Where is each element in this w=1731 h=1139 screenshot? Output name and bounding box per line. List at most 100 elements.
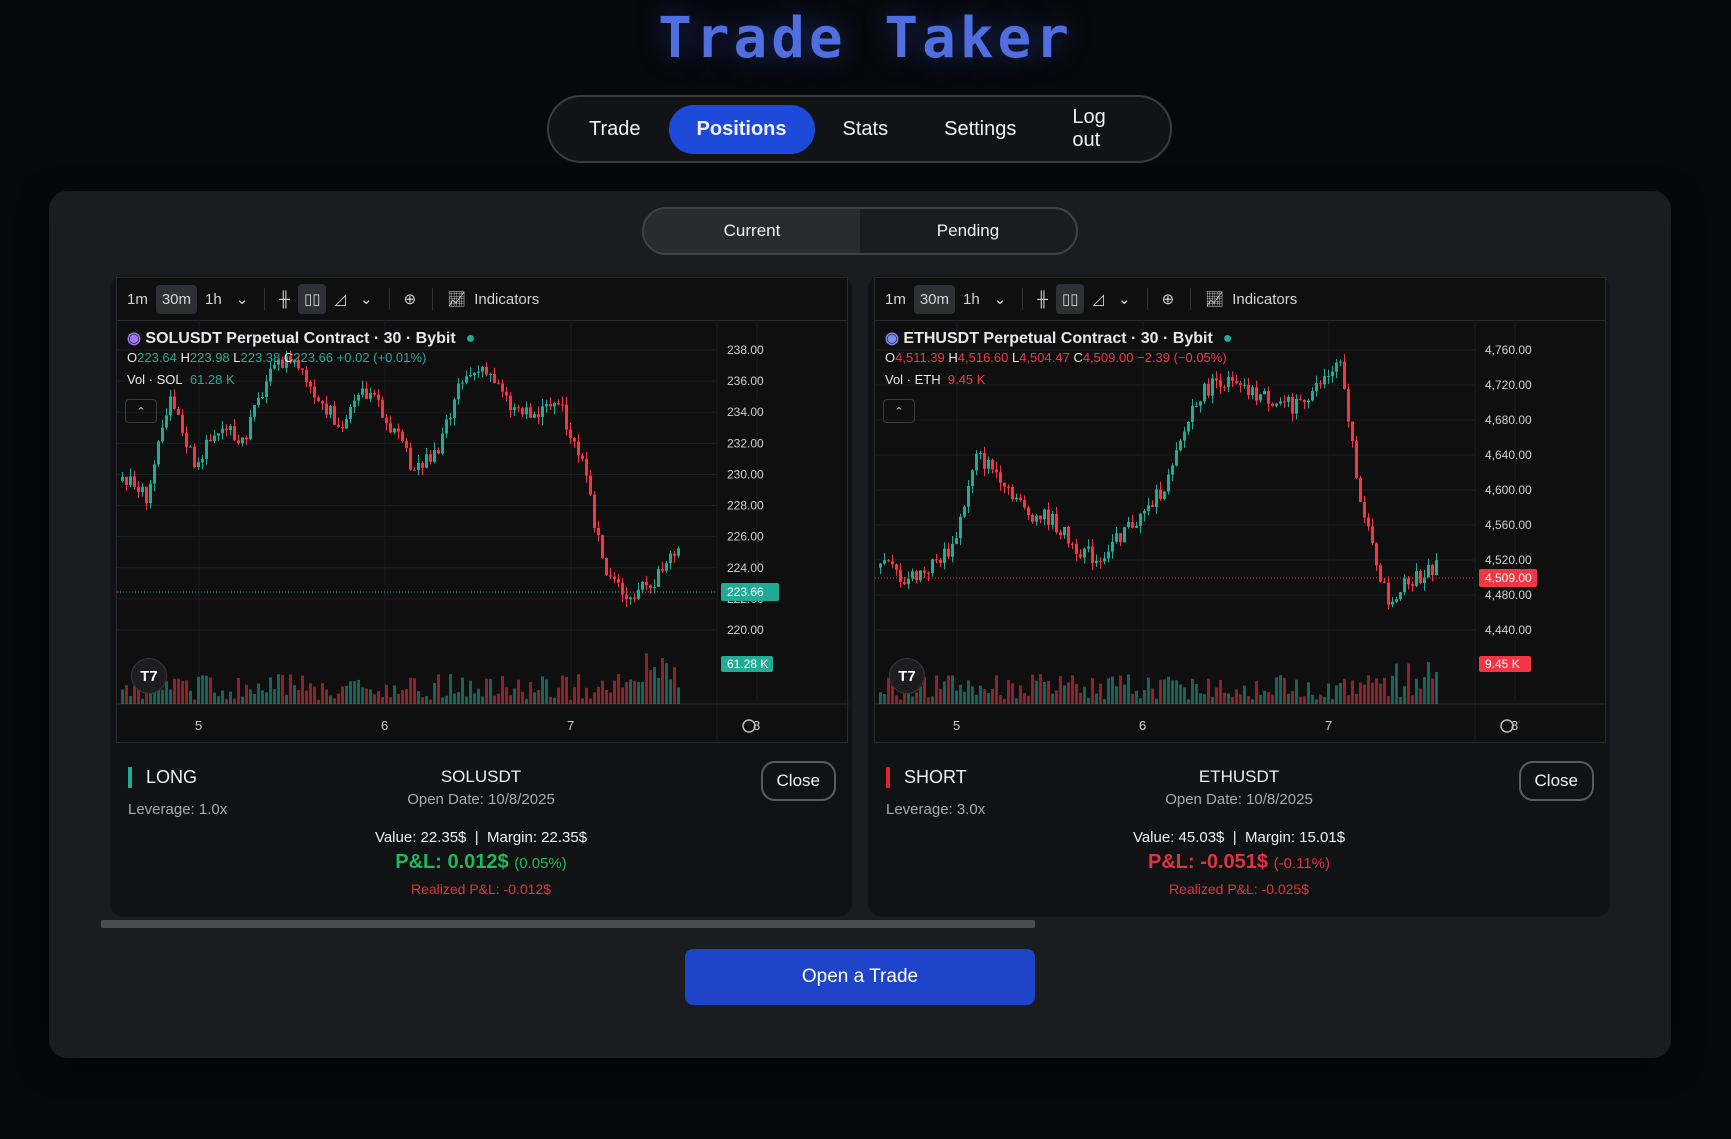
candle-body: [1155, 489, 1158, 508]
volume-bar: [1243, 685, 1246, 704]
timeframe-30m[interactable]: 30m: [155, 284, 198, 314]
horizontal-scrollbar[interactable]: [101, 920, 1035, 928]
candle-body: [425, 454, 428, 468]
tradingview-logo[interactable]: T7: [889, 658, 925, 694]
collapse-legend-button[interactable]: ⌃: [883, 399, 915, 423]
timeframe-30m[interactable]: 30m: [913, 284, 956, 314]
pnl: P&L: -0.051$ (-0.11%): [868, 851, 1610, 874]
nav-logout[interactable]: Log out: [1072, 106, 1106, 151]
candle-body: [153, 464, 156, 484]
y-tick-label: 234.00: [727, 405, 764, 419]
volume-bar: [1175, 680, 1178, 704]
chevron-down-icon[interactable]: ⌄: [1118, 291, 1131, 308]
volume-bar: [233, 698, 236, 704]
candle-body: [1187, 421, 1190, 432]
chevron-down-icon[interactable]: ⌄: [360, 291, 373, 308]
add-indicator-icon[interactable]: ⊕: [1161, 291, 1175, 308]
price-chart[interactable]: 1m 30m 1h ⌄ ╫ ▯▯ ◿ ⌄ ⊕ 📈︎ Indicators 4,76…: [874, 277, 1607, 744]
price-chart[interactable]: 1m 30m 1h ⌄ ╫ ▯▯ ◿ ⌄ ⊕ 📈︎ Indicators 238.…: [116, 277, 849, 744]
tab-pending[interactable]: Pending: [936, 221, 1000, 240]
candle-body: [645, 581, 648, 586]
candle-body: [489, 373, 492, 375]
volume-bar: [453, 693, 456, 704]
candle-body: [1427, 564, 1430, 578]
volume-bar: [277, 674, 280, 704]
volume-bar: [1211, 696, 1214, 704]
tab-current[interactable]: Current: [644, 209, 860, 253]
candle-body: [185, 433, 188, 447]
bar-chart-icon[interactable]: ╫: [279, 290, 290, 308]
volume-bar: [601, 680, 604, 704]
area-chart-icon[interactable]: ◿: [334, 291, 346, 308]
candle-body: [1047, 509, 1050, 525]
nav-positions[interactable]: Positions: [668, 104, 815, 154]
volume-bar: [633, 680, 636, 704]
volume-bar: [349, 681, 352, 704]
candle-body: [561, 404, 564, 406]
volume-bar: [593, 692, 596, 704]
x-tick-label: 8: [753, 718, 760, 733]
candles-icon[interactable]: ▯▯: [1055, 284, 1085, 314]
volume-bar: [437, 674, 440, 704]
candle-body: [505, 391, 508, 396]
collapse-legend-button[interactable]: ⌃: [125, 399, 157, 423]
candle-body: [1379, 565, 1382, 582]
candle-body: [381, 399, 384, 418]
volume-bar: [1003, 698, 1006, 704]
candle-body: [373, 392, 376, 395]
candle-body: [1231, 376, 1234, 381]
candle-body: [1211, 378, 1214, 396]
volume-bar: [1355, 693, 1358, 704]
candle-body: [581, 455, 584, 459]
volume-bar: [505, 687, 508, 704]
indicators-button[interactable]: 📈︎ Indicators: [441, 284, 545, 314]
volume-bar: [891, 685, 894, 704]
indicators-button[interactable]: 📈︎ Indicators: [1199, 284, 1303, 314]
volume-bar: [637, 681, 640, 704]
close-position-button[interactable]: Close: [760, 761, 836, 801]
indicators-icon: 📈︎: [1205, 291, 1225, 308]
volume-tag-label: 9.45 K: [1485, 657, 1520, 671]
chevron-down-icon[interactable]: ⌄: [993, 291, 1007, 308]
tradingview-logo[interactable]: T7: [131, 658, 167, 694]
open-trade-button[interactable]: Open a Trade: [685, 949, 1035, 1005]
area-chart-icon[interactable]: ◿: [1092, 291, 1104, 308]
nav-stats[interactable]: Stats: [842, 117, 889, 140]
candle-body: [1167, 474, 1170, 492]
volume-bar: [971, 686, 974, 704]
timeframe-1h[interactable]: 1h: [963, 290, 980, 308]
candle-body: [345, 419, 348, 429]
volume-bar: [269, 677, 272, 704]
timeframe-1m[interactable]: 1m: [885, 290, 906, 308]
volume-bar: [385, 684, 388, 704]
chart-title-text: ETHUSDT Perpetual Contract · 30 · Bybit: [903, 330, 1213, 347]
volume-bar: [1311, 694, 1314, 704]
candle-body: [915, 571, 918, 581]
candle-body: [1007, 486, 1010, 488]
timeframe-1m[interactable]: 1m: [127, 290, 148, 308]
close-position-button[interactable]: Close: [1518, 761, 1594, 801]
nav-settings[interactable]: Settings: [944, 117, 1017, 140]
timeframe-1h[interactable]: 1h: [205, 290, 222, 308]
candle-body: [1147, 505, 1150, 511]
candle-body: [1015, 497, 1018, 500]
volume-bar: [1007, 679, 1010, 704]
symbol: SOLUSDT: [440, 767, 522, 786]
volume-bar: [1111, 676, 1114, 704]
candle-body: [1423, 577, 1426, 583]
candle-body: [605, 557, 608, 576]
bar-chart-icon[interactable]: ╫: [1037, 290, 1048, 308]
volume-bar: [389, 697, 392, 704]
add-indicator-icon[interactable]: ⊕: [403, 291, 417, 308]
nav-trade[interactable]: Trade: [589, 117, 641, 140]
candle-body: [1315, 383, 1318, 392]
chevron-down-icon[interactable]: ⌄: [235, 291, 249, 308]
value: Value: 45.03$: [1132, 829, 1225, 846]
open-date: Open Date: 10/8/2025: [407, 791, 555, 808]
volume-bar: [1147, 677, 1150, 704]
candle-body: [1127, 522, 1130, 528]
candle-body: [209, 439, 212, 442]
candle-body: [401, 431, 404, 442]
volume-bar: [1247, 696, 1250, 704]
candles-icon[interactable]: ▯▯: [297, 284, 327, 314]
